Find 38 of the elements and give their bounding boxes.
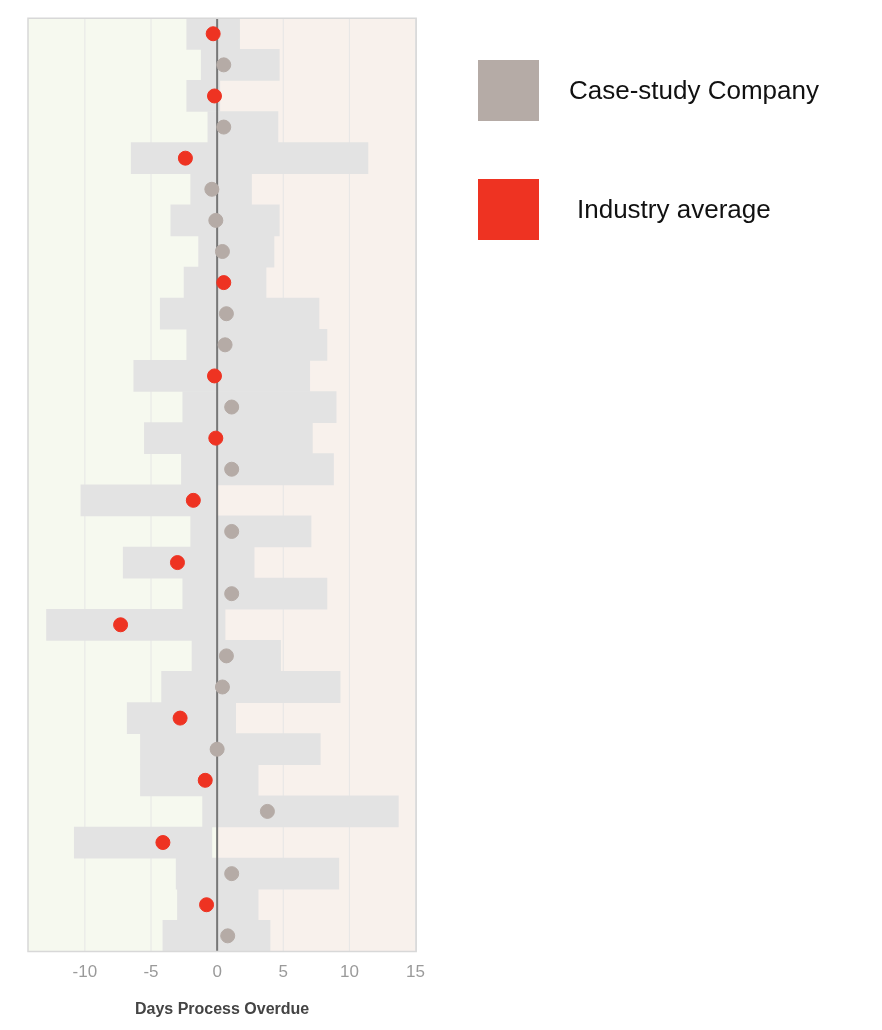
point <box>204 181 220 197</box>
point <box>169 555 185 571</box>
point <box>214 679 230 695</box>
x-tick-label: 10 <box>339 962 359 982</box>
point <box>206 88 222 104</box>
point <box>224 461 240 477</box>
point <box>216 119 232 135</box>
x-tick-label: -5 <box>143 962 159 982</box>
point <box>197 772 213 788</box>
point <box>113 617 129 633</box>
point <box>172 710 188 726</box>
point <box>209 741 225 757</box>
point <box>216 57 232 73</box>
x-tick-label: -10 <box>72 962 98 982</box>
point <box>224 523 240 539</box>
point <box>217 337 233 353</box>
point <box>218 306 234 322</box>
point <box>185 492 201 508</box>
point <box>155 835 171 851</box>
point <box>220 928 236 944</box>
x-axis-title: Days Process Overdue <box>134 999 310 1017</box>
point <box>216 275 232 291</box>
point <box>224 866 240 882</box>
point <box>177 150 193 166</box>
point <box>208 212 224 228</box>
point <box>224 586 240 602</box>
point <box>214 244 230 259</box>
point <box>218 648 234 664</box>
point <box>199 897 215 913</box>
point <box>208 430 224 446</box>
point <box>259 803 275 819</box>
x-tick-label: 15 <box>406 962 425 982</box>
legend-label: Case-study Company <box>569 75 819 106</box>
point <box>206 368 222 384</box>
point <box>224 399 240 415</box>
x-tick-label: 5 <box>278 962 288 982</box>
x-tick-label: 0 <box>212 962 222 982</box>
legend-label: Industry average <box>577 194 771 225</box>
